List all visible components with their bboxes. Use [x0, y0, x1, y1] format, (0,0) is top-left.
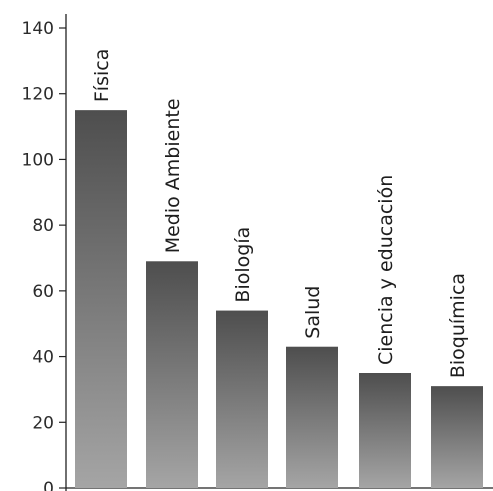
category-label: Bioquímica	[447, 273, 469, 378]
bar	[216, 310, 268, 488]
y-tick-label: 60	[32, 282, 54, 302]
y-tick-label: 40	[32, 348, 54, 368]
category-label: Ciencia y educación	[375, 175, 397, 365]
category-label: Salud	[302, 286, 324, 339]
y-tick-label: 100	[22, 150, 54, 170]
bar	[146, 261, 198, 488]
y-tick-label: 80	[32, 216, 54, 236]
bar	[75, 110, 127, 489]
bar-labels: Física Medio Ambiente Biología Salud Ciencia…	[91, 49, 469, 378]
category-label: Medio Ambiente	[162, 98, 184, 253]
bars	[75, 110, 483, 489]
bar	[431, 386, 483, 488]
bar	[286, 346, 338, 488]
y-tick-label: 0	[43, 479, 54, 491]
y-tick-label: 140	[22, 19, 54, 39]
bar	[359, 373, 411, 488]
y-tick-label: 120	[22, 85, 54, 105]
y-tick-label: 20	[32, 413, 54, 433]
category-label: Física	[91, 49, 113, 102]
category-label: Biología	[232, 227, 254, 303]
y-axis: 0 20 40 60 80 100 120 140	[22, 14, 493, 491]
